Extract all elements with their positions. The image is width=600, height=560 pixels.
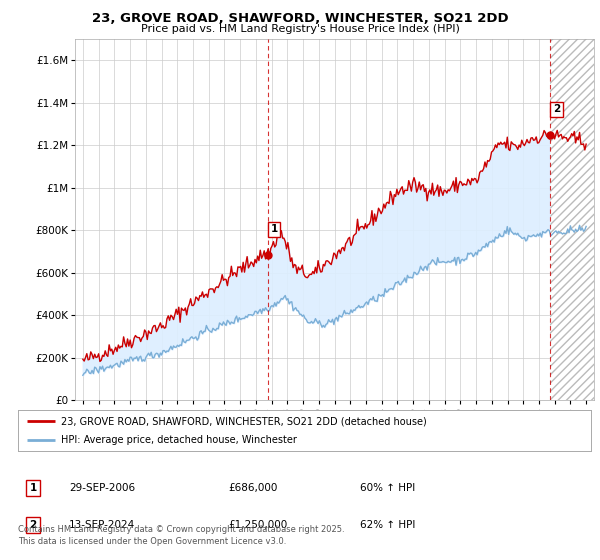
- Text: HPI: Average price, detached house, Winchester: HPI: Average price, detached house, Winc…: [61, 435, 297, 445]
- Text: 23, GROVE ROAD, SHAWFORD, WINCHESTER, SO21 2DD: 23, GROVE ROAD, SHAWFORD, WINCHESTER, SO…: [92, 12, 508, 25]
- Text: £686,000: £686,000: [228, 483, 277, 493]
- Text: Price paid vs. HM Land Registry's House Price Index (HPI): Price paid vs. HM Land Registry's House …: [140, 24, 460, 34]
- Text: 23, GROVE ROAD, SHAWFORD, WINCHESTER, SO21 2DD (detached house): 23, GROVE ROAD, SHAWFORD, WINCHESTER, SO…: [61, 417, 427, 426]
- Text: 29-SEP-2006: 29-SEP-2006: [69, 483, 135, 493]
- Text: 1: 1: [271, 224, 278, 234]
- Text: 2: 2: [29, 520, 37, 530]
- Text: Contains HM Land Registry data © Crown copyright and database right 2025.
This d: Contains HM Land Registry data © Crown c…: [18, 525, 344, 546]
- Text: 2: 2: [553, 104, 560, 114]
- Bar: [550, 39, 594, 400]
- Text: £1,250,000: £1,250,000: [228, 520, 287, 530]
- Text: 1: 1: [29, 483, 37, 493]
- Text: 13-SEP-2024: 13-SEP-2024: [69, 520, 135, 530]
- Text: 62% ↑ HPI: 62% ↑ HPI: [360, 520, 415, 530]
- Text: 60% ↑ HPI: 60% ↑ HPI: [360, 483, 415, 493]
